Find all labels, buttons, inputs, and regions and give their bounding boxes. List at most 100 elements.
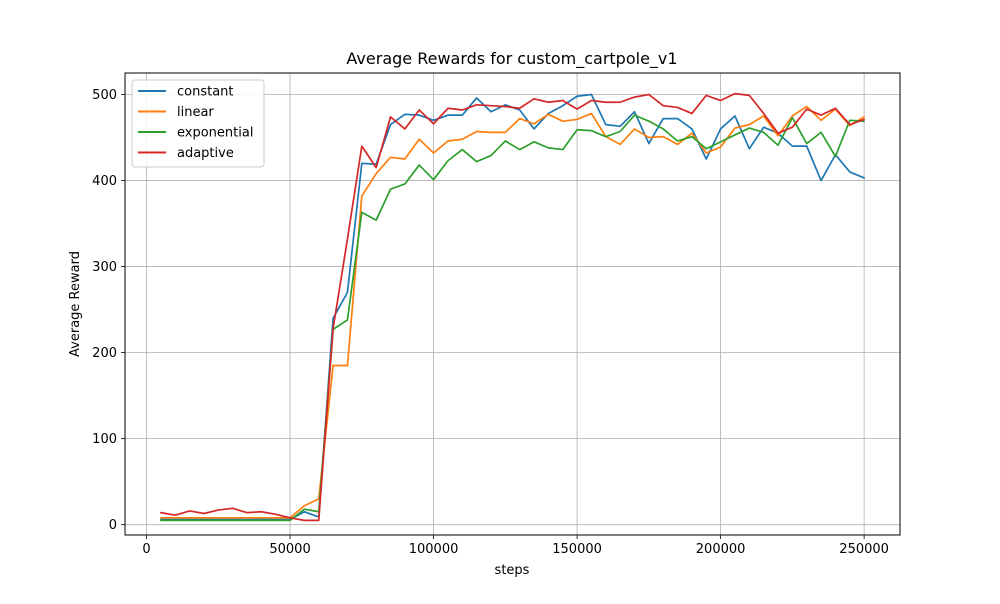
data-point-exponential <box>705 148 707 150</box>
data-point-linear <box>303 505 305 507</box>
data-point-adaptive <box>748 94 750 96</box>
data-point-constant <box>361 162 363 164</box>
data-point-linear <box>676 143 678 145</box>
data-point-exponential <box>849 119 851 121</box>
y-axis-label: Average Reward <box>68 251 83 357</box>
data-point-linear <box>619 143 621 145</box>
data-point-adaptive <box>475 104 477 106</box>
data-point-adaptive <box>361 145 363 147</box>
data-point-adaptive <box>461 109 463 111</box>
data-point-adaptive <box>404 128 406 130</box>
axis-ticks: 0 50000 100000 150000 200000 250000 0 100 200 300… <box>92 88 889 557</box>
data-point-exponential <box>834 155 836 157</box>
data-point-exponential <box>748 127 750 129</box>
data-point-constant <box>576 95 578 97</box>
data-point-exponential <box>590 129 592 131</box>
legend-label: constant <box>177 85 234 100</box>
data-point-constant <box>820 179 822 181</box>
data-point-constant <box>346 291 348 293</box>
data-point-exponential <box>691 135 693 137</box>
series-linear <box>160 105 865 519</box>
series-line-adaptive <box>160 92 865 522</box>
data-point-exponential <box>633 114 635 116</box>
data-point-exponential <box>375 219 377 221</box>
data-point-adaptive <box>648 93 650 95</box>
data-point-linear <box>188 517 190 519</box>
data-point-exponential <box>432 178 434 180</box>
data-point-adaptive <box>605 101 607 103</box>
data-point-constant <box>619 125 621 127</box>
x-tick-label: 250000 <box>839 542 889 557</box>
data-point-exponential <box>246 519 248 521</box>
data-point-adaptive <box>547 101 549 103</box>
data-point-adaptive <box>662 104 664 106</box>
data-point-constant <box>719 128 721 130</box>
x-axis-label: steps <box>495 563 530 578</box>
data-point-constant <box>648 142 650 144</box>
y-tick-label: 500 <box>92 88 117 103</box>
data-point-adaptive <box>619 101 621 103</box>
data-point-adaptive <box>734 92 736 94</box>
data-point-exponential <box>662 128 664 130</box>
data-point-exponential <box>303 508 305 510</box>
x-tick-label: 0 <box>142 542 150 557</box>
data-point-constant <box>605 123 607 125</box>
data-point-adaptive <box>274 513 276 515</box>
data-point-constant <box>562 104 564 106</box>
data-point-constant <box>461 114 463 116</box>
data-point-constant <box>404 113 406 115</box>
data-point-linear <box>547 113 549 115</box>
legend-item-adaptive: adaptive <box>138 146 234 161</box>
data-point-linear <box>447 140 449 142</box>
data-point-exponential <box>404 183 406 185</box>
data-point-linear <box>518 117 520 119</box>
data-point-exponential <box>762 131 764 133</box>
data-point-linear <box>475 130 477 132</box>
data-point-exponential <box>820 131 822 133</box>
data-point-adaptive <box>633 96 635 98</box>
data-point-exponential <box>188 519 190 521</box>
data-point-constant <box>389 123 391 125</box>
data-point-adaptive <box>791 126 793 128</box>
legend-item-exponential: exponential <box>138 126 253 141</box>
data-point-adaptive <box>490 104 492 106</box>
data-point-exponential <box>346 319 348 321</box>
data-point-exponential <box>547 147 549 149</box>
data-point-adaptive <box>590 99 592 101</box>
x-tick-label: 150000 <box>552 542 602 557</box>
data-point-adaptive <box>217 509 219 511</box>
y-tick-label: 400 <box>92 174 117 189</box>
y-tick-label: 100 <box>92 432 117 447</box>
data-point-adaptive <box>820 114 822 116</box>
data-point-constant <box>533 128 535 130</box>
data-point-exponential <box>490 154 492 156</box>
data-point-linear <box>432 152 434 154</box>
legend-item-linear: linear <box>138 105 214 120</box>
data-point-adaptive <box>533 98 535 100</box>
data-point-exponential <box>389 188 391 190</box>
data-point-linear <box>203 517 205 519</box>
data-point-constant <box>490 111 492 113</box>
data-point-exponential <box>461 148 463 150</box>
data-point-linear <box>490 131 492 133</box>
grid-lines <box>125 73 900 535</box>
data-point-linear <box>160 517 162 519</box>
data-point-constant <box>762 126 764 128</box>
data-point-adaptive <box>504 105 506 107</box>
data-point-constant <box>734 115 736 117</box>
data-point-constant <box>662 117 664 119</box>
x-tick-label: 200000 <box>696 542 746 557</box>
data-point-linear <box>806 105 808 107</box>
data-point-exponential <box>289 519 291 521</box>
data-point-exponential <box>203 519 205 521</box>
legend-box <box>131 79 265 168</box>
data-point-exponential <box>719 141 721 143</box>
legend-item-constant: constant <box>138 85 234 100</box>
data-point-constant <box>432 119 434 121</box>
data-point-exponential <box>648 120 650 122</box>
data-point-adaptive <box>705 94 707 96</box>
data-point-adaptive <box>346 238 348 240</box>
data-point-adaptive <box>389 116 391 118</box>
data-point-adaptive <box>303 519 305 521</box>
